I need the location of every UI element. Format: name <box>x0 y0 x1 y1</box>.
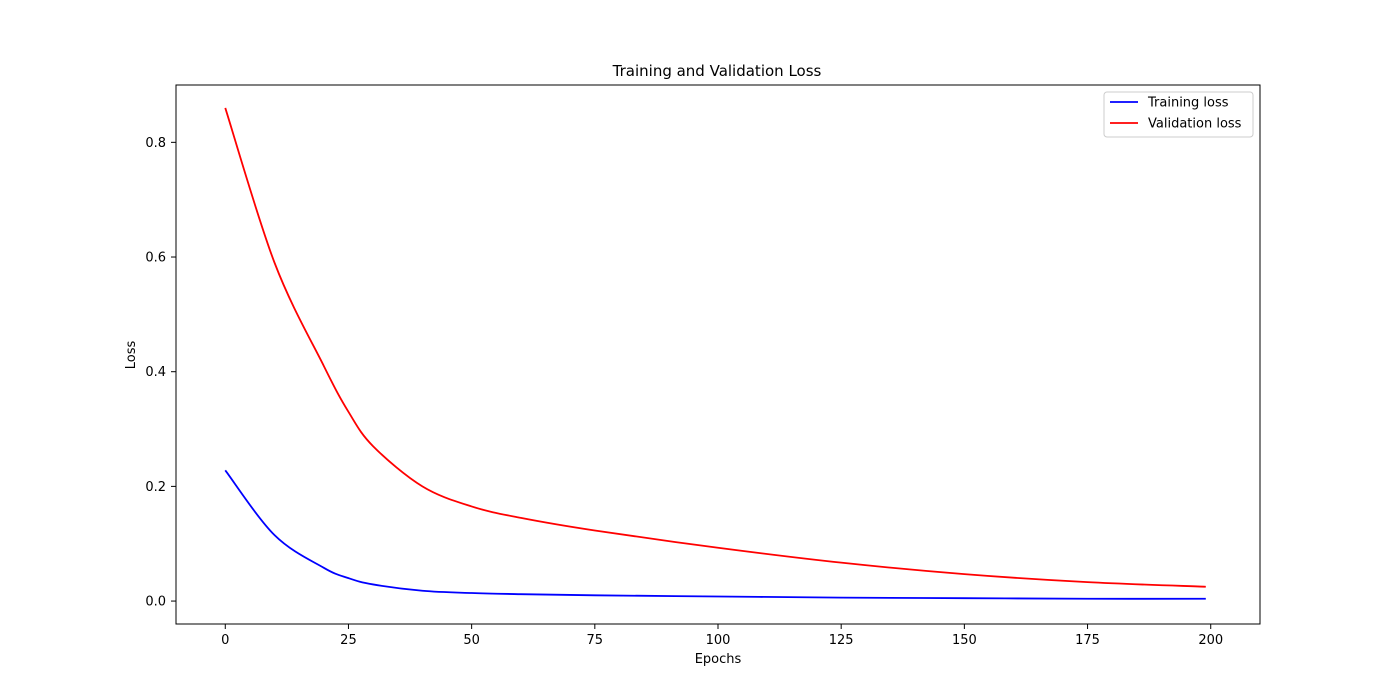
legend-label: Validation loss <box>1148 117 1242 132</box>
x-tick-label: 200 <box>1198 633 1223 648</box>
legend-label: Training loss <box>1147 96 1229 111</box>
y-tick-label: 0.6 <box>145 251 166 266</box>
plot-frame <box>175 84 1261 625</box>
y-tick-label: 0.8 <box>145 136 166 151</box>
y-tick-label: 0.0 <box>145 595 166 610</box>
legend-box <box>1103 91 1254 138</box>
x-tick-label: 50 <box>463 633 480 648</box>
x-axis-label: Epochs <box>695 652 742 667</box>
y-tick-label: 0.4 <box>145 365 166 380</box>
x-tick-label: 175 <box>1075 633 1100 648</box>
y-axis-label: Loss <box>124 341 139 370</box>
y-tick-label: 0.2 <box>145 480 166 495</box>
legend: Training loss Validation loss <box>1103 91 1254 138</box>
x-tick-label: 75 <box>587 633 604 648</box>
series-line-training-loss <box>224 469 1206 600</box>
x-tick-label: 100 <box>706 633 731 648</box>
x-tick-label: 150 <box>952 633 977 648</box>
series-line-validation-loss <box>224 107 1206 588</box>
x-tick-label: 25 <box>340 633 357 648</box>
x-tick-label: 125 <box>829 633 854 648</box>
x-tick-label: 0 <box>221 633 229 648</box>
chart-title: Training and Validation Loss <box>612 62 822 80</box>
